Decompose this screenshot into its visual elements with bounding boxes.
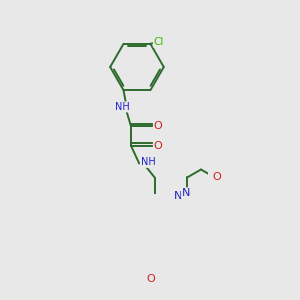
Text: NH: NH (141, 158, 155, 167)
Text: O: O (212, 172, 221, 182)
Text: N: N (182, 188, 190, 198)
Text: O: O (153, 121, 162, 131)
Text: Cl: Cl (153, 37, 164, 47)
Text: N: N (174, 190, 182, 201)
Text: O: O (146, 274, 155, 284)
Text: O: O (153, 141, 162, 151)
Text: NH: NH (115, 102, 130, 112)
